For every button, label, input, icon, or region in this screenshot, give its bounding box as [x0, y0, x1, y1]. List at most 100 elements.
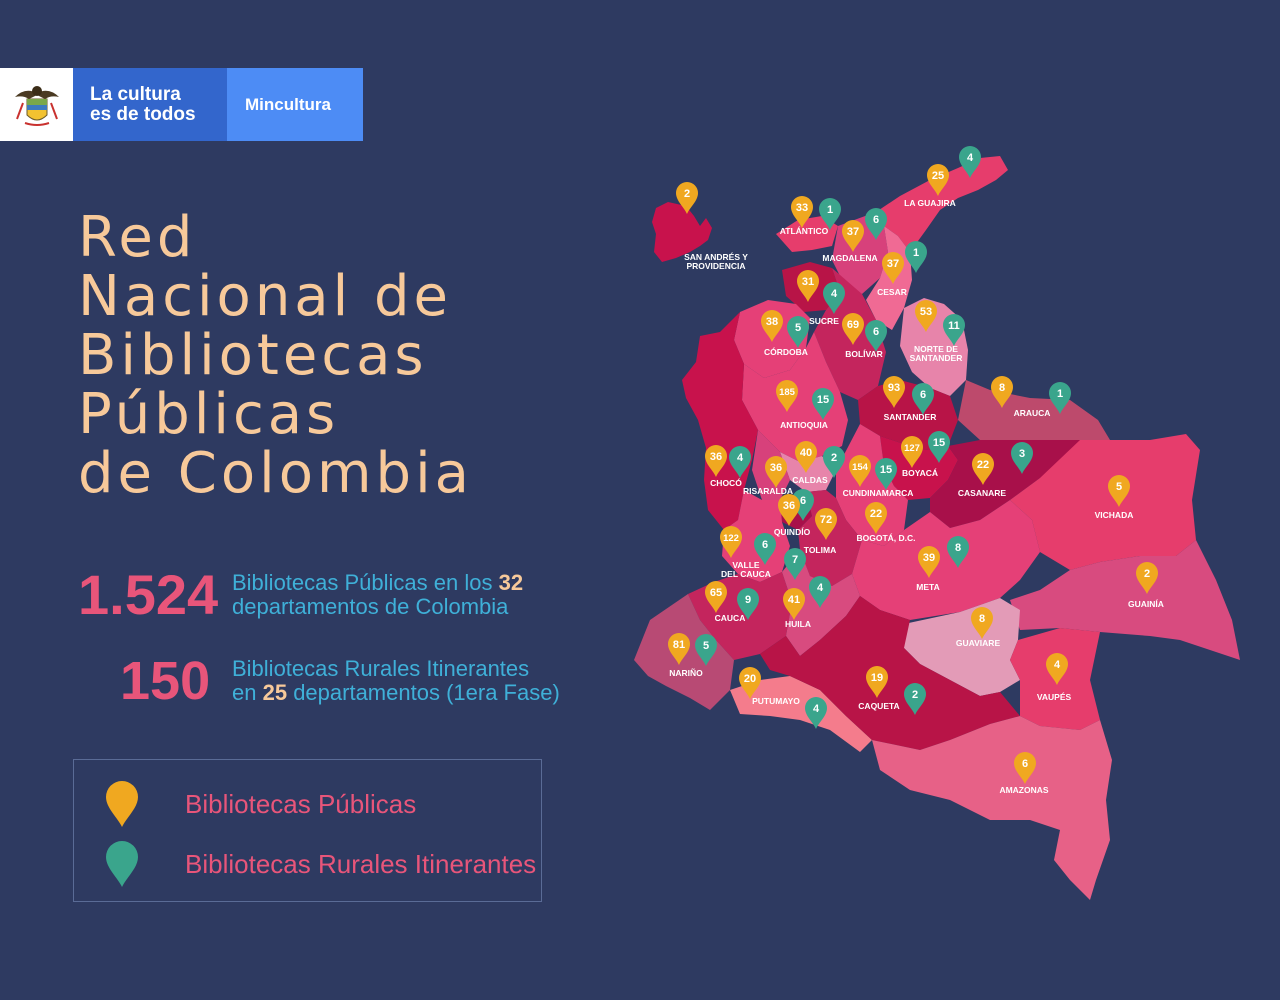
pin-bibliotecas-rurales: 6 [865, 208, 887, 240]
pin-bibliotecas-rurales: 2 [823, 446, 845, 478]
pin-count: 8 [979, 613, 985, 625]
map-pin-icon [815, 508, 837, 540]
pin-bibliotecas-publicas: 2 [1136, 562, 1158, 594]
pin-bibliotecas-rurales: 4 [959, 146, 981, 178]
map-pin-icon [1046, 653, 1068, 685]
pin-count: 2 [912, 689, 918, 701]
pin-bibliotecas-publicas: 33 [791, 196, 813, 228]
stat-text: Bibliotecas Rurales Itinerantes [232, 656, 530, 681]
region-boyaca [880, 436, 958, 500]
department-label: GUAINÍA [1128, 599, 1164, 609]
map-pin-icon [912, 383, 934, 415]
region-huila [782, 550, 860, 656]
map-pin-icon [1011, 442, 1033, 474]
pin-bibliotecas-publicas: 65 [705, 581, 727, 613]
pin-count: 36 [710, 451, 722, 463]
region-magdalena [832, 212, 888, 294]
pin-count: 31 [802, 276, 814, 288]
pin-bibliotecas-rurales: 6 [912, 383, 934, 415]
pin-bibliotecas-rurales: 4 [805, 697, 827, 729]
pin-count: 6 [920, 389, 926, 401]
title-line: Públicas [78, 382, 340, 447]
pin-count: 20 [744, 673, 756, 685]
department-label: GUAVIARE [956, 638, 1001, 648]
map-pin-icon [904, 683, 926, 715]
pin-count: 33 [796, 202, 808, 214]
pin-bibliotecas-publicas: 6 [1014, 752, 1036, 784]
pin-bibliotecas-rurales: 15 [812, 388, 834, 420]
pin-count: 1 [827, 204, 833, 216]
legend: Bibliotecas Públicas Bibliotecas Rurales… [73, 759, 542, 902]
pin-count: 4 [737, 452, 744, 464]
legend-label: Bibliotecas Públicas [185, 788, 417, 819]
pin-bibliotecas-publicas: 4 [1046, 653, 1068, 685]
pin-count: 5 [1116, 481, 1122, 493]
stat-highlight: 25 [262, 680, 288, 705]
colombia-coat-of-arms-icon [14, 85, 59, 126]
map-pin-icon [809, 576, 831, 608]
region-tolima [798, 490, 862, 586]
map-pin-icon [765, 456, 787, 488]
pin-bibliotecas-publicas: 19 [866, 666, 888, 698]
department-label: DEL CAUCA [721, 569, 771, 579]
pin-bibliotecas-publicas: 8 [971, 607, 993, 639]
region-valle [722, 490, 790, 582]
region-cundinamarca [836, 424, 908, 546]
pin-bibliotecas-rurales: 4 [729, 446, 751, 478]
region-guainia [1010, 540, 1240, 660]
pin-count: 15 [880, 464, 892, 476]
pin-count: 81 [673, 639, 685, 651]
title-line: Red [78, 205, 197, 270]
department-label: SAN ANDRÉS Y [684, 252, 748, 262]
pin-count: 22 [977, 459, 989, 471]
region-antioquia [742, 332, 848, 462]
stat-text: departamentos de Colombia [232, 593, 509, 619]
stat-description: Bibliotecas Públicas en los 32 departame… [232, 570, 523, 619]
pin-bibliotecas-publicas: 36 [765, 456, 787, 488]
pin-bibliotecas-publicas: 38 [761, 310, 783, 342]
department-label: PUTUMAYO [752, 696, 800, 706]
pin-count: 25 [932, 170, 944, 182]
pin-count: 72 [820, 514, 832, 526]
pin-bibliotecas-rurales: 15 [928, 431, 950, 463]
pin-bibliotecas-publicas: 41 [783, 588, 805, 620]
pin-bibliotecas-rurales: 4 [809, 576, 831, 608]
pin-bibliotecas-rurales: 3 [1011, 442, 1033, 474]
department-label: CAUCA [715, 613, 746, 623]
pin-count: 1 [913, 247, 919, 259]
stat-public-libraries: 1.524 Bibliotecas Públicas en los 32 dep… [78, 562, 523, 627]
pin-count: 4 [817, 582, 824, 594]
department-label: SUCRE [809, 316, 839, 326]
pin-count: 2 [684, 188, 690, 200]
pin-count: 93 [888, 382, 900, 394]
stat-value: 150 [120, 651, 211, 711]
department-label: SANTANDER [884, 412, 937, 422]
department-label: AMAZONAS [999, 785, 1048, 795]
pin-count: 4 [831, 288, 838, 300]
region-arauca [958, 380, 1110, 440]
map-pin-icon [883, 376, 905, 408]
pin-bibliotecas-publicas: 22 [972, 453, 994, 485]
pin-count: 127 [904, 443, 920, 454]
pin-bibliotecas-rurales: 2 [904, 683, 926, 715]
department-label: LA GUAJIRA [904, 198, 956, 208]
department-label: BOGOTÁ, D.C. [856, 533, 915, 543]
crest-box [0, 68, 73, 141]
pin-bibliotecas-rurales: 1 [1049, 382, 1071, 414]
pin-count: 2 [1144, 568, 1150, 580]
region-risaralda [752, 430, 790, 500]
pin-bibliotecas-rurales: 6 [754, 533, 776, 565]
stat-text: en [232, 680, 263, 705]
department-label: NORTE DE [914, 344, 958, 354]
pin-count: 40 [800, 447, 812, 459]
map-pin-icon [739, 667, 761, 699]
pin-count: 37 [847, 226, 859, 238]
map-pin-icon [882, 252, 904, 284]
department-label: CHOCÓ [710, 477, 742, 488]
department-label: QUINDÍO [774, 527, 811, 537]
pin-count: 37 [887, 258, 899, 270]
region-quindio [780, 492, 812, 530]
map-pin-icon [1108, 475, 1130, 507]
pin-bibliotecas-rurales: 1 [905, 241, 927, 273]
